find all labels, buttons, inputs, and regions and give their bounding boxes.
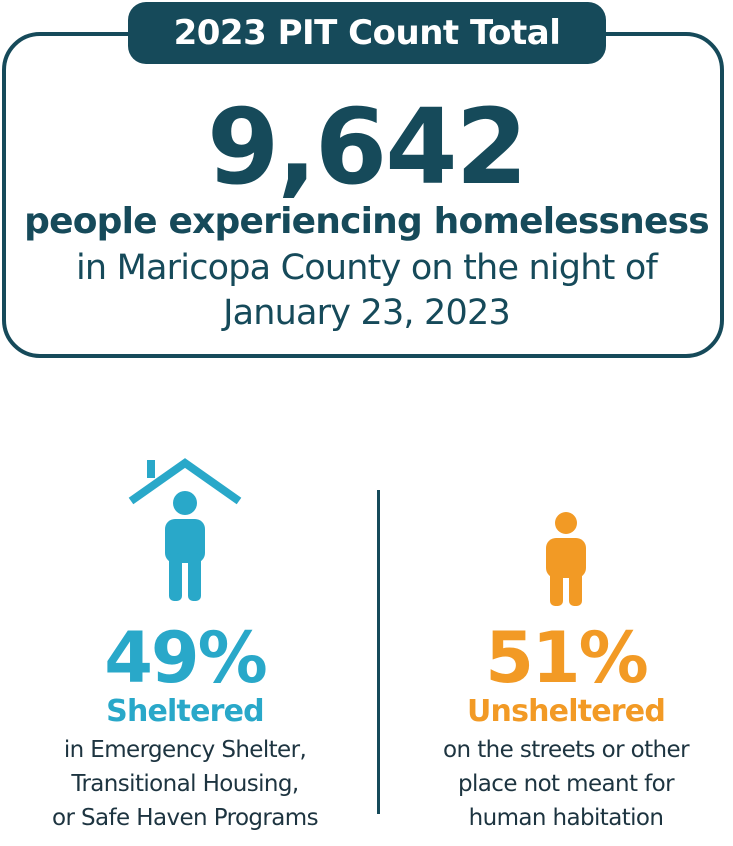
summary-line-bold: people experiencing homelessness: [24, 201, 710, 242]
person-icon: [536, 512, 596, 606]
sheltered-percent: 49%: [104, 617, 268, 699]
unsheltered-label: Unsheltered: [466, 694, 666, 729]
sheltered-section: [0, 455, 370, 603]
person-under-roof-icon: [125, 455, 245, 603]
sheltered-desc-line: in Emergency Shelter,: [63, 737, 307, 763]
sheltered-description: in Emergency Shelter, Transitional Housi…: [0, 733, 370, 835]
sheltered-label: Sheltered: [106, 694, 265, 729]
total-count: 9,642: [207, 86, 528, 208]
count-title-tag: 2023 PIT Count Total: [128, 2, 606, 64]
column-divider: [377, 490, 380, 814]
summary-line-location: in Maricopa County on the night of: [76, 248, 658, 288]
unsheltered-desc-line: human habitation: [468, 805, 664, 831]
unsheltered-desc-line: place not meant for: [458, 771, 675, 797]
sheltered-desc-line: Transitional Housing,: [71, 771, 299, 797]
sheltered-desc-line: or Safe Haven Programs: [52, 805, 319, 831]
unsheltered-description: on the streets or other place not meant …: [381, 733, 733, 835]
unsheltered-desc-line: on the streets or other: [443, 737, 690, 763]
unsheltered-percent: 51%: [485, 617, 649, 699]
unsheltered-section: [381, 512, 733, 606]
summary-line-date: January 23, 2023: [223, 293, 511, 333]
